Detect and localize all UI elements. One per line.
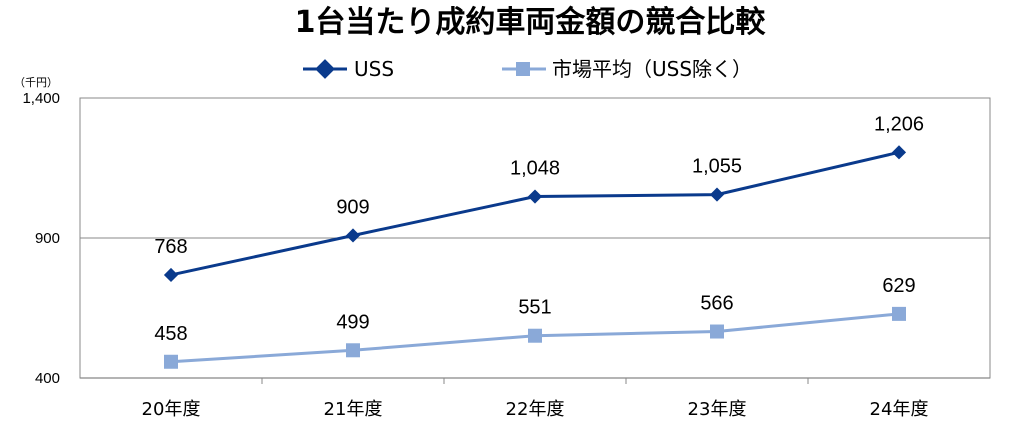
data-point xyxy=(528,328,542,343)
legend-marker-market xyxy=(516,62,530,76)
legend-marker-uss xyxy=(315,59,335,79)
x-tick-label: 22年度 xyxy=(506,399,565,420)
data-point xyxy=(346,343,360,358)
data-point xyxy=(164,354,178,369)
data-label: 1,206 xyxy=(874,113,924,135)
x-tick-label: 21年度 xyxy=(324,399,383,420)
x-axis-ticks: 20年度 21年度 22年度 23年度 24年度 xyxy=(142,378,929,420)
x-tick-label: 24年度 xyxy=(870,399,929,420)
data-label: 499 xyxy=(336,311,369,333)
y-tick-label: 900 xyxy=(35,230,60,247)
chart-title: 1台当たり成約車両金額の競合比較 xyxy=(295,5,767,40)
x-tick-label: 23年度 xyxy=(688,399,747,420)
y-axis-unit: （千円） xyxy=(14,76,58,89)
data-point xyxy=(709,187,725,202)
x-tick-label: 20年度 xyxy=(142,399,201,420)
legend-label-uss: USS xyxy=(354,57,394,81)
data-point xyxy=(163,267,179,283)
data-label: 1,055 xyxy=(692,156,742,178)
y-tick-label: 400 xyxy=(35,370,60,387)
data-point xyxy=(345,228,361,243)
data-label: 551 xyxy=(518,297,551,319)
data-label: 909 xyxy=(336,196,369,218)
data-label: 566 xyxy=(700,293,733,315)
y-axis-ticks: 400 900 1,400 xyxy=(22,90,60,387)
data-label: 1,048 xyxy=(510,158,560,180)
data-point xyxy=(891,145,907,160)
legend-label-market: 市場平均（USS除く） xyxy=(552,57,752,81)
data-point xyxy=(527,189,543,204)
y-tick-label: 1,400 xyxy=(22,90,60,107)
data-point xyxy=(710,324,724,339)
data-label: 458 xyxy=(154,323,187,345)
series-layer: 768 909 1,048 1,055 1,206 458 499 551 566 629 xyxy=(154,113,924,369)
data-label: 629 xyxy=(882,275,915,297)
data-label: 768 xyxy=(154,236,187,258)
data-point xyxy=(892,306,906,321)
legend: USS 市場平均（USS除く） xyxy=(303,57,752,81)
